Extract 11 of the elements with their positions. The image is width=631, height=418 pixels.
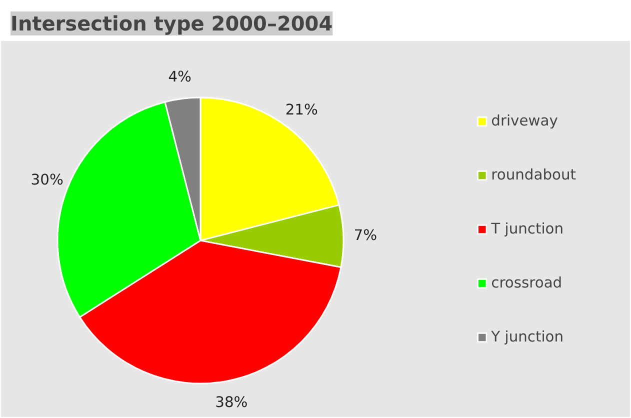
data-label: 30%: [30, 171, 64, 188]
legend-label: crossroad: [491, 274, 562, 292]
legend-label: T junction: [491, 220, 564, 238]
data-label: 21%: [285, 102, 318, 119]
legend-label: driveway: [491, 112, 558, 130]
data-label: 38%: [215, 394, 248, 412]
chart-title: Intersection type 2000–2004: [10, 12, 333, 36]
data-label: 7%: [354, 226, 378, 244]
data-label: 4%: [168, 68, 192, 86]
legend-label: roundabout: [491, 166, 576, 184]
legend-label: Y junction: [491, 328, 564, 346]
